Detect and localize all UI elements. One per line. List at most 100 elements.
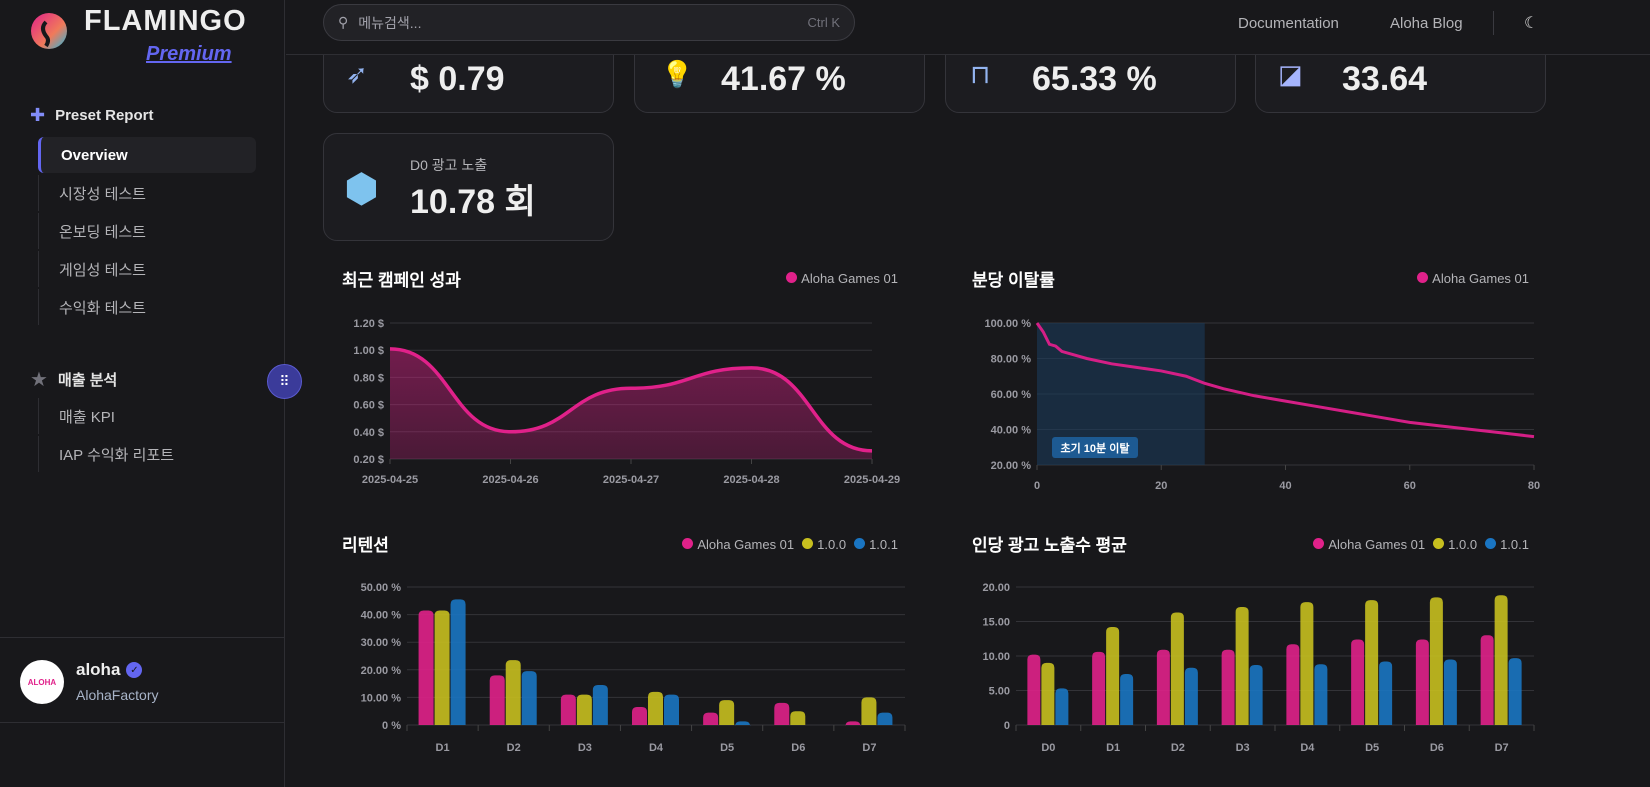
annotation-badge bbox=[1052, 437, 1138, 458]
divider bbox=[1493, 11, 1494, 35]
bar bbox=[648, 691, 663, 725]
annotation-label: 초기 10분 이탈 bbox=[1061, 441, 1130, 455]
divider bbox=[0, 637, 285, 638]
x-tick-label: 60 bbox=[1404, 480, 1416, 492]
y-tick-label: 15.00 bbox=[982, 617, 1010, 629]
x-tick-label: D0 bbox=[1041, 742, 1055, 754]
x-tick-label: D4 bbox=[1300, 742, 1315, 754]
y-tick-label: 40.00 % bbox=[991, 425, 1032, 437]
puzzle-icon: ✚ bbox=[30, 105, 46, 125]
y-tick-label: 80.00 % bbox=[991, 354, 1032, 366]
sidebar-toggle-button[interactable]: ⠿ bbox=[267, 364, 302, 399]
y-tick-label: 0.60 $ bbox=[353, 400, 384, 412]
x-tick-label: D6 bbox=[791, 742, 805, 754]
divider bbox=[0, 722, 285, 723]
y-tick-label: 0.40 $ bbox=[353, 427, 384, 439]
search-input[interactable]: ⚲ 메뉴검색... Ctrl K bbox=[323, 4, 855, 41]
bar bbox=[1092, 651, 1106, 725]
x-tick-label: D3 bbox=[1236, 742, 1250, 754]
section-revenue[interactable]: ★ 매출 분석 bbox=[30, 369, 118, 391]
sidebar-item-market[interactable]: 시장성 테스트 bbox=[38, 175, 256, 211]
y-tick-label: 1.20 $ bbox=[353, 318, 384, 330]
tools-icon: ◪ bbox=[1278, 59, 1303, 89]
bar bbox=[664, 694, 679, 725]
user-name: aloha bbox=[76, 660, 121, 679]
bar bbox=[560, 694, 576, 725]
bar bbox=[845, 721, 861, 727]
y-tick-label: 10.00 % bbox=[361, 692, 402, 704]
bar bbox=[1156, 649, 1170, 725]
x-tick-label: D3 bbox=[578, 742, 592, 754]
bar bbox=[1494, 595, 1508, 725]
brand-tier[interactable]: Premium bbox=[146, 43, 232, 65]
chart-title: 인당 광고 노출수 평균 bbox=[972, 536, 1127, 555]
legend: Aloha Games 01 1.0.0 1.0.1 bbox=[682, 537, 898, 552]
lightbulb-icon: 💡 bbox=[661, 59, 694, 89]
bar bbox=[719, 700, 735, 725]
bar bbox=[1286, 644, 1300, 725]
legend: Aloha Games 01 bbox=[786, 271, 898, 286]
y-tick-label: 20.00 % bbox=[991, 460, 1032, 472]
sidebar-item-gameplay[interactable]: 게임성 테스트 bbox=[38, 251, 256, 287]
bar bbox=[489, 675, 505, 725]
y-tick-label: 0 bbox=[1004, 720, 1010, 732]
x-tick-label: 2025-04-28 bbox=[723, 474, 779, 486]
documentation-link[interactable]: Documentation bbox=[1238, 15, 1339, 32]
y-tick-label: 10.00 bbox=[982, 651, 1010, 663]
bar bbox=[1379, 661, 1393, 725]
section-preset-report[interactable]: ✚ Preset Report bbox=[30, 105, 154, 125]
blog-link[interactable]: Aloha Blog bbox=[1390, 15, 1463, 32]
sidebar-item-revenue-kpi[interactable]: 매출 KPI bbox=[38, 398, 256, 434]
x-tick-label: D1 bbox=[1106, 742, 1120, 754]
sidebar-item-iap-report[interactable]: IAP 수익화 리포트 bbox=[38, 436, 256, 472]
bar bbox=[1365, 600, 1379, 725]
bar bbox=[1443, 659, 1457, 725]
bar bbox=[1120, 673, 1134, 725]
avatar[interactable]: ALOHA bbox=[20, 660, 64, 704]
bar bbox=[1055, 688, 1069, 725]
y-tick-label: 0.80 $ bbox=[353, 372, 384, 384]
bar bbox=[1221, 649, 1235, 725]
series-line bbox=[389, 347, 873, 453]
bar bbox=[1508, 658, 1522, 725]
bar bbox=[774, 702, 790, 725]
x-tick-label: 40 bbox=[1279, 480, 1291, 492]
x-tick-label: D7 bbox=[1495, 742, 1509, 754]
y-tick-label: 0.20 $ bbox=[353, 454, 384, 466]
x-tick-label: 2025-04-25 bbox=[362, 474, 418, 486]
moon-icon[interactable]: ☾ bbox=[1524, 15, 1539, 32]
y-tick-label: 5.00 bbox=[989, 686, 1010, 698]
y-tick-label: 20.00 bbox=[982, 582, 1010, 594]
verified-badge-icon: ✓ bbox=[126, 662, 143, 678]
stat-card-d0-ad: ⬢ D0 광고 노출 10.78 회 bbox=[323, 133, 614, 241]
x-tick-label: 20 bbox=[1155, 480, 1167, 492]
bar bbox=[505, 660, 521, 725]
x-tick-label: 2025-04-27 bbox=[603, 474, 659, 486]
bar bbox=[576, 694, 592, 725]
bar bbox=[1170, 612, 1184, 725]
bar bbox=[418, 610, 434, 725]
y-tick-label: 1.00 $ bbox=[353, 345, 384, 357]
y-tick-label: 20.00 % bbox=[361, 665, 402, 677]
y-tick-label: 50.00 % bbox=[361, 582, 402, 594]
x-tick-label: D5 bbox=[1365, 742, 1379, 754]
search-icon: ⚲ bbox=[338, 14, 349, 30]
sidebar-item-overview[interactable]: Overview bbox=[38, 137, 256, 173]
bar bbox=[434, 610, 450, 725]
header: ⚲ 메뉴검색... Ctrl K Documentation Aloha Blog … bbox=[286, 0, 1650, 55]
bar bbox=[1415, 639, 1429, 725]
grid-icon: ⠿ bbox=[279, 373, 290, 389]
sidebar-item-onboarding[interactable]: 온보딩 테스트 bbox=[38, 213, 256, 249]
bar bbox=[1314, 664, 1328, 725]
bar bbox=[592, 684, 608, 725]
rocket-icon: ➶ bbox=[346, 59, 368, 89]
x-tick-label: D5 bbox=[720, 742, 734, 754]
x-tick-label: 2025-04-29 bbox=[844, 474, 900, 486]
area-fill bbox=[390, 348, 872, 459]
bar bbox=[1235, 607, 1249, 725]
sidebar-item-monetization[interactable]: 수익화 테스트 bbox=[38, 289, 256, 325]
bar bbox=[1249, 664, 1263, 725]
x-tick-label: 0 bbox=[1034, 480, 1040, 492]
bar bbox=[1429, 597, 1443, 725]
bar bbox=[861, 697, 877, 725]
